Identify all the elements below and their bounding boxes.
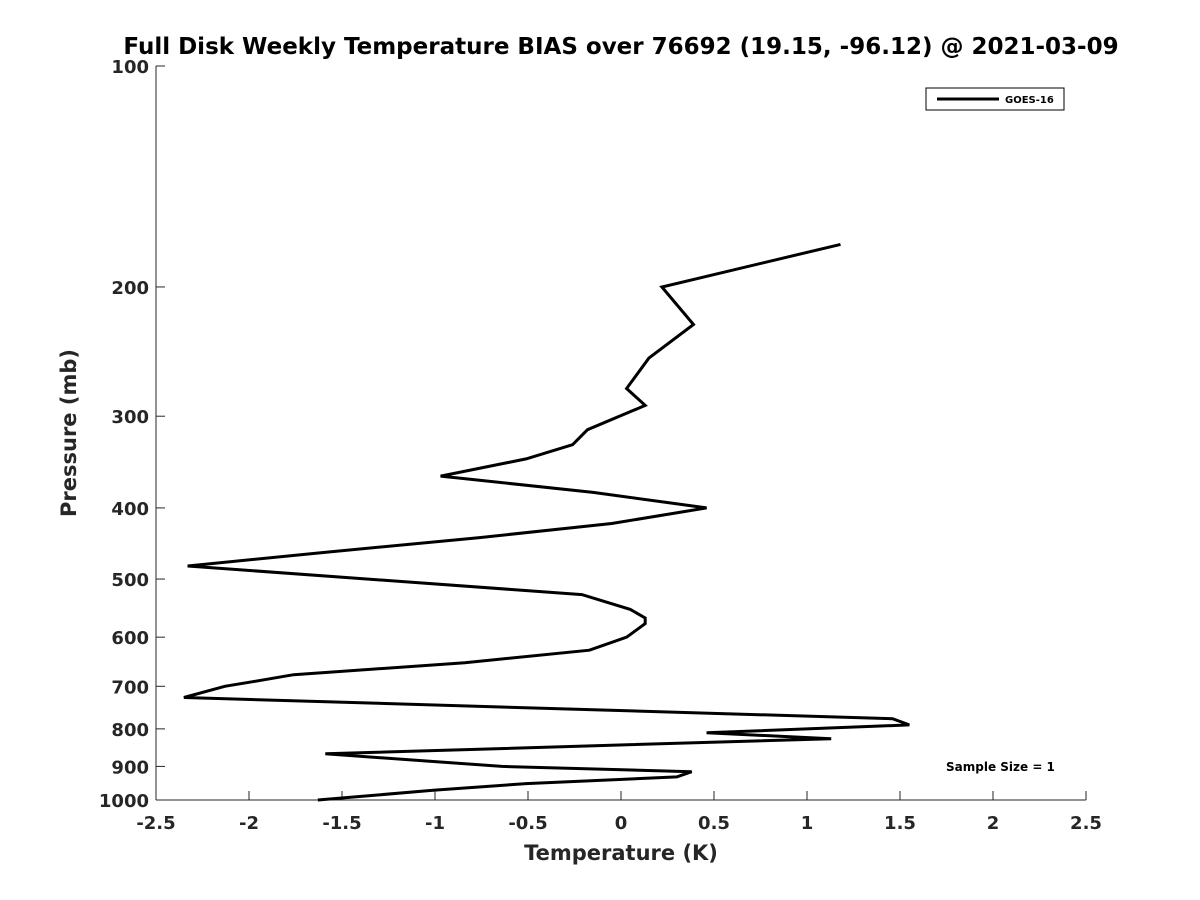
y-tick-label-700: 700	[111, 677, 149, 698]
legend-label-goes-16: GOES-16	[1005, 95, 1054, 106]
x-tick-label-0: 0	[615, 813, 628, 834]
y-tick-label-200: 200	[111, 278, 149, 299]
x-tick-label-1p5: 1.5	[884, 813, 916, 834]
x-tick-label-m0p5: -0.5	[508, 813, 547, 834]
x-tick-label-m2p5: -2.5	[136, 813, 175, 834]
y-tick-label-800: 800	[111, 720, 149, 741]
x-tick-label-1: 1	[801, 813, 814, 834]
y-tick-label-500: 500	[111, 570, 149, 591]
x-tick-label-0p5: 0.5	[698, 813, 730, 834]
chart-title: Full Disk Weekly Temperature BIAS over 7…	[123, 34, 1118, 60]
y-tick-label-100: 100	[111, 57, 149, 78]
x-tick-label-m1p5: -1.5	[322, 813, 361, 834]
y-tick-label-600: 600	[111, 628, 149, 649]
y-ticks: 100 200 300 400 500 600 700 800 900 1000	[99, 57, 165, 812]
y-tick-label-400: 400	[111, 499, 149, 520]
x-tick-label-2: 2	[987, 813, 1000, 834]
legend: GOES-16	[925, 87, 1065, 111]
series-line-goes-16	[183, 242, 910, 802]
x-tick-label-m2: -2	[239, 813, 259, 834]
y-tick-label-1000: 1000	[99, 791, 149, 812]
x-tick-label-m1: -1	[425, 813, 445, 834]
series-layer	[183, 242, 910, 802]
x-axis-label: Temperature (K)	[524, 841, 718, 865]
y-axis-label: Pressure (mb)	[57, 349, 81, 517]
y-tick-label-300: 300	[111, 407, 149, 428]
x-ticks: -2.5 -2 -1.5 -1 -0.5 0 0.5 1 1.5 2 2.5	[136, 791, 1102, 834]
y-tick-label-900: 900	[111, 757, 149, 778]
sample-size-annotation: Sample Size = 1	[946, 760, 1055, 774]
x-tick-label-2p5: 2.5	[1070, 813, 1102, 834]
